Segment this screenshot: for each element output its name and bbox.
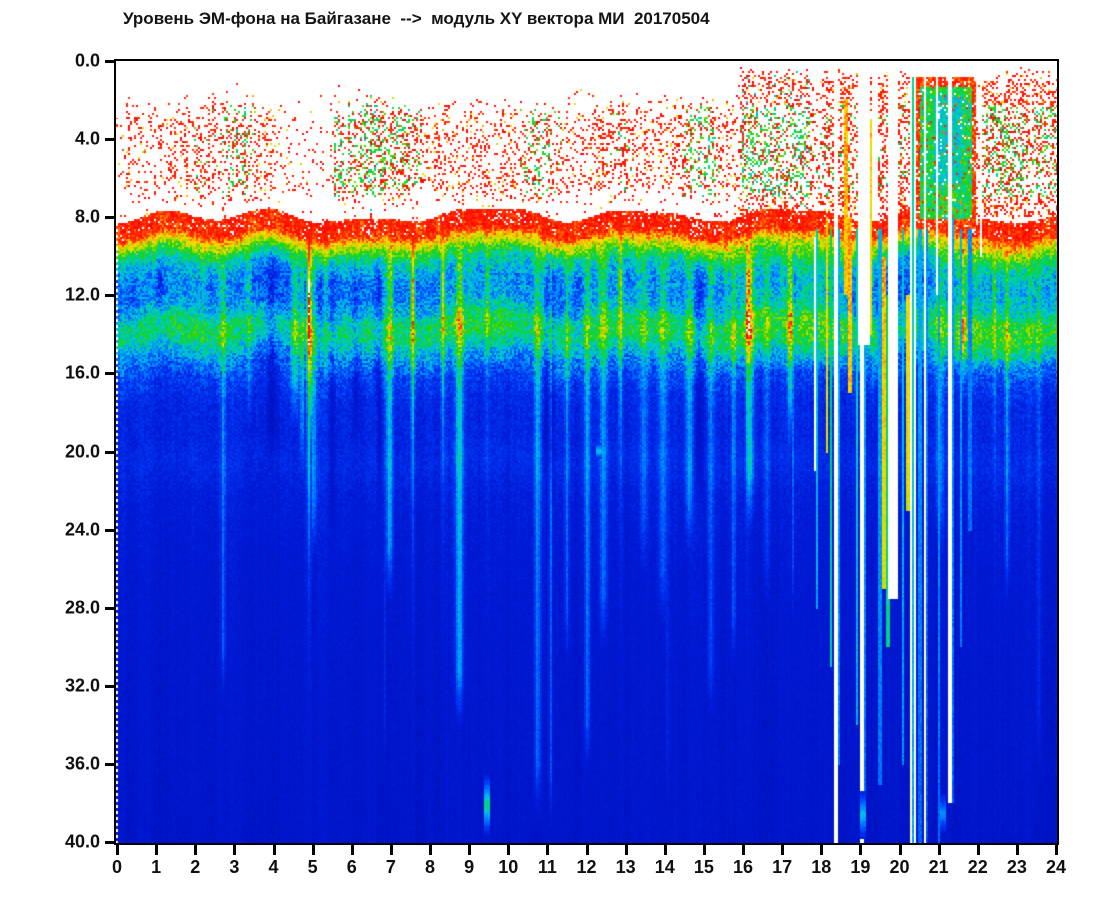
y-tick bbox=[105, 528, 115, 532]
chart-title: Уровень ЭМ-фона на Байгазане --> модуль … bbox=[123, 9, 710, 28]
y-tick-label: 4.0 bbox=[74, 128, 100, 149]
x-tick-label: 19 bbox=[850, 857, 871, 877]
x-tick bbox=[233, 845, 237, 855]
y-tick-label: 32.0 bbox=[64, 675, 100, 696]
x-tick-label: 1 bbox=[151, 857, 162, 877]
x-tick bbox=[116, 845, 119, 855]
x-tick-label: 16 bbox=[732, 857, 754, 877]
x-tick-label: 11 bbox=[537, 857, 557, 877]
x-tick bbox=[350, 845, 354, 855]
x-tick-label: 3 bbox=[229, 857, 240, 877]
y-tick bbox=[105, 216, 115, 220]
y-tick bbox=[105, 762, 115, 766]
y-tick-label: 12.0 bbox=[64, 284, 100, 305]
y-tick-label: 16.0 bbox=[64, 362, 100, 383]
y-tick-label: 0.0 bbox=[74, 50, 100, 71]
x-tick bbox=[663, 845, 667, 855]
plot-area bbox=[114, 59, 1059, 845]
y-tick bbox=[105, 841, 115, 844]
y-tick-label: 8.0 bbox=[74, 206, 100, 227]
x-tick-label: 22 bbox=[967, 857, 988, 877]
x-tick-label: 20 bbox=[889, 857, 910, 877]
x-tick bbox=[976, 845, 980, 855]
x-tick bbox=[272, 845, 276, 855]
x-tick-label: 12 bbox=[576, 857, 597, 877]
x-tick bbox=[194, 845, 198, 855]
y-tick bbox=[105, 450, 115, 454]
x-tick bbox=[507, 845, 511, 855]
x-tick bbox=[898, 845, 902, 855]
x-tick bbox=[468, 845, 472, 855]
x-tick bbox=[155, 845, 159, 855]
x-tick bbox=[820, 845, 824, 855]
x-tick bbox=[937, 845, 941, 855]
x-tick-label: 2 bbox=[190, 857, 201, 877]
x-tick bbox=[311, 845, 315, 855]
x-tick-label: 23 bbox=[1006, 857, 1027, 877]
x-tick bbox=[1055, 845, 1058, 855]
x-tick-label: 14 bbox=[654, 857, 675, 877]
x-tick-label: 13 bbox=[615, 857, 636, 877]
y-tick-label: 28.0 bbox=[64, 597, 100, 618]
y-tick bbox=[105, 684, 115, 688]
y-tick bbox=[105, 294, 115, 298]
x-tick-label: 18 bbox=[811, 857, 832, 877]
x-tick bbox=[429, 845, 432, 855]
x-tick bbox=[859, 845, 863, 855]
x-tick bbox=[781, 845, 785, 855]
x-tick-label: 5 bbox=[307, 857, 318, 877]
x-tick bbox=[1015, 845, 1019, 855]
x-tick-label: 24 bbox=[1045, 857, 1067, 877]
x-tick bbox=[389, 845, 393, 855]
x-tick bbox=[702, 845, 706, 855]
x-tick-label: 7 bbox=[385, 857, 396, 877]
x-tick-label: 4 bbox=[268, 857, 279, 877]
x-tick-label: 17 bbox=[772, 857, 793, 877]
y-tick bbox=[105, 606, 115, 610]
x-tick-label: 8 bbox=[424, 857, 435, 877]
x-tick-label: 21 bbox=[928, 857, 949, 877]
y-tick-label: 20.0 bbox=[64, 441, 100, 461]
x-tick bbox=[742, 845, 745, 855]
y-tick bbox=[105, 60, 115, 63]
y-tick-label: 36.0 bbox=[64, 753, 100, 774]
x-tick-label: 0 bbox=[111, 857, 122, 877]
y-tick-label: 40.0 bbox=[64, 831, 100, 852]
x-tick bbox=[624, 845, 628, 855]
y-tick bbox=[105, 372, 115, 376]
spectrogram-canvas bbox=[116, 61, 1057, 843]
x-tick-label: 6 bbox=[346, 857, 357, 877]
x-tick bbox=[585, 845, 589, 855]
y-tick bbox=[105, 138, 115, 142]
y-tick-label: 24.0 bbox=[64, 519, 100, 540]
x-tick-label: 9 bbox=[464, 857, 475, 877]
x-tick-label: 15 bbox=[693, 857, 714, 877]
x-tick-label: 10 bbox=[498, 857, 519, 877]
x-tick bbox=[546, 845, 550, 855]
